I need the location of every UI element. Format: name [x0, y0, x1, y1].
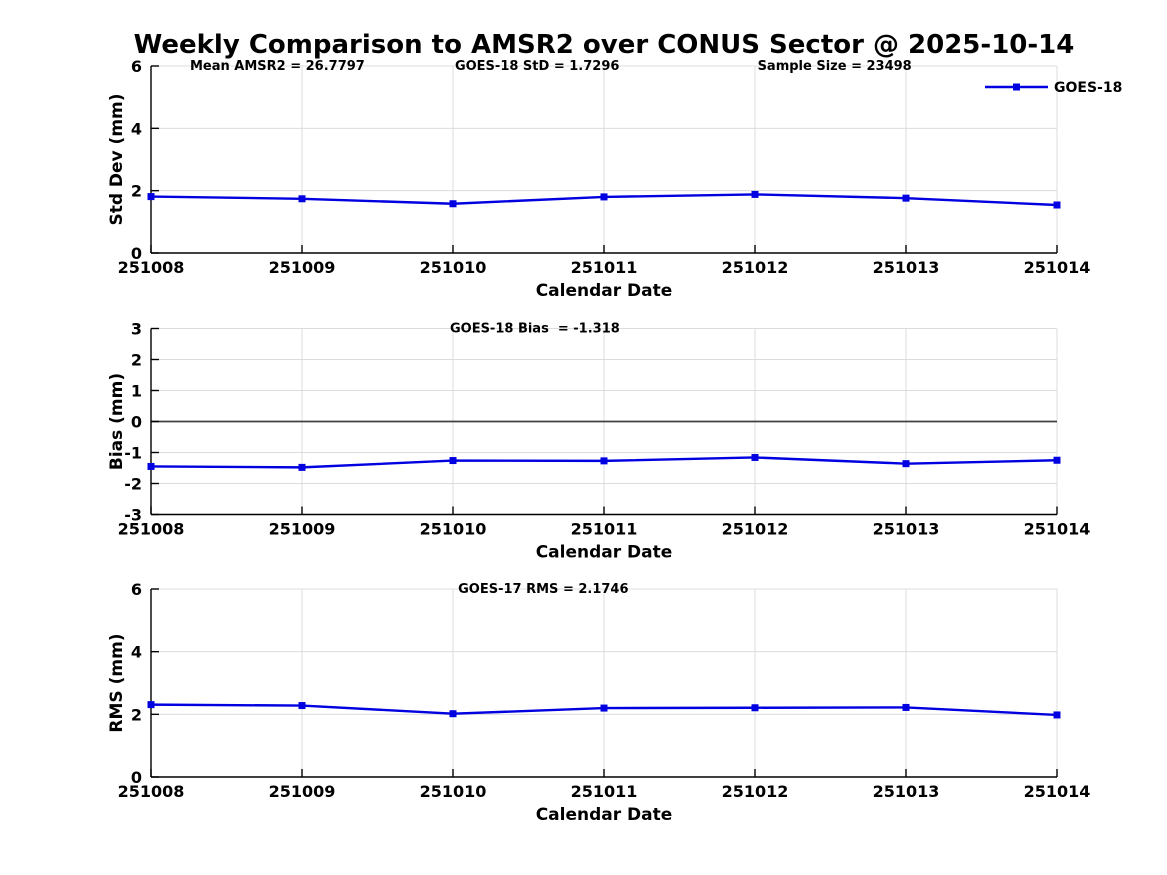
- y-tick-label: 6: [131, 57, 142, 76]
- series-marker: [147, 701, 155, 709]
- annotation: GOES-18 Bias = -1.318: [450, 322, 620, 337]
- y-tick-label: 6: [131, 580, 142, 599]
- legend-marker: [1013, 83, 1020, 91]
- series-marker: [902, 460, 910, 468]
- series-marker: [1053, 456, 1061, 464]
- series-marker: [1053, 711, 1061, 719]
- series-marker: [751, 704, 759, 712]
- y-tick-label: 2: [131, 182, 142, 201]
- x-axis-label: Calendar Date: [536, 281, 673, 301]
- x-tick-label: 251010: [420, 782, 487, 801]
- series-marker: [751, 453, 759, 461]
- y-axis-label: Std Dev (mm): [107, 93, 127, 225]
- y-tick-label: -2: [124, 475, 142, 494]
- series-marker: [751, 190, 759, 198]
- y-tick-label: 0: [131, 244, 142, 263]
- legend-label: GOES-18: [1054, 80, 1122, 96]
- x-tick-label: 251008: [118, 782, 185, 801]
- y-tick-label: 0: [131, 768, 142, 787]
- annotation: Sample Size = 23498: [758, 59, 912, 74]
- y-tick-label: 2: [131, 705, 142, 724]
- series-marker: [449, 200, 457, 208]
- series-marker: [147, 462, 155, 470]
- x-tick-label: 251013: [873, 782, 940, 801]
- gridlines: [150, 65, 1058, 254]
- legend: GOES-18: [985, 80, 1122, 96]
- x-tick-label: 251011: [571, 258, 638, 277]
- x-tick-label: 251010: [420, 258, 487, 277]
- series-marker: [147, 193, 155, 201]
- series-marker: [600, 704, 608, 712]
- series-marker: [298, 702, 306, 710]
- x-tick-label: 251009: [269, 520, 336, 539]
- annotation: Mean AMSR2 = 26.7797: [190, 59, 365, 74]
- x-tick-label: 251011: [571, 520, 638, 539]
- x-tick-label: 251008: [118, 520, 185, 539]
- subplot-rms: 0 2 4 6 251008 251009 251010 251011 251012 251013…: [107, 580, 1090, 825]
- y-tick-label: 4: [131, 643, 142, 662]
- x-tick-label: 251012: [722, 520, 789, 539]
- y-tick-label: 2: [131, 351, 142, 370]
- x-axis-label: Calendar Date: [536, 543, 673, 563]
- series-marker: [298, 463, 306, 471]
- series-marker: [902, 703, 910, 711]
- x-tick-label: 251014: [1024, 520, 1091, 539]
- x-tick-label: 251009: [269, 782, 336, 801]
- series-marker: [298, 195, 306, 203]
- x-tick-label: 251014: [1024, 258, 1091, 277]
- y-tick-label: 3: [131, 320, 142, 339]
- annotation: GOES-18 StD = 1.7296: [455, 59, 619, 74]
- annotation: GOES-17 RMS = 2.1746: [458, 582, 628, 597]
- chart-title: Weekly Comparison to AMSR2 over CONUS Se…: [134, 30, 1075, 60]
- subplot-std-dev: 0 2 4 6 251008 251009 251010 251011 251012 251013…: [107, 57, 1122, 301]
- series-marker: [902, 194, 910, 202]
- y-axis-label: Bias (mm): [107, 373, 127, 470]
- x-tick-label: 251012: [722, 258, 789, 277]
- x-tick-label: 251013: [873, 520, 940, 539]
- x-tick-label: 251008: [118, 258, 185, 277]
- series-marker: [449, 457, 457, 465]
- x-tick-label: 251014: [1024, 782, 1091, 801]
- x-tick-label: 251013: [873, 258, 940, 277]
- series-marker: [600, 193, 608, 201]
- x-tick-label: 251010: [420, 520, 487, 539]
- series-marker: [1053, 201, 1061, 209]
- y-axis-label: RMS (mm): [107, 633, 127, 732]
- gridlines: [150, 588, 1058, 778]
- y-tick-label: 4: [131, 119, 142, 138]
- series-marker: [600, 457, 608, 465]
- x-tick-label: 251011: [571, 782, 638, 801]
- y-tick-label: -3: [124, 506, 142, 525]
- y-tick-label: -1: [124, 444, 142, 463]
- x-tick-label: 251009: [269, 258, 336, 277]
- y-tick-label: 0: [131, 413, 142, 432]
- x-axis-label: Calendar Date: [536, 805, 673, 825]
- x-tick-label: 251012: [722, 782, 789, 801]
- series-marker: [449, 710, 457, 718]
- y-tick-label: 1: [131, 382, 142, 401]
